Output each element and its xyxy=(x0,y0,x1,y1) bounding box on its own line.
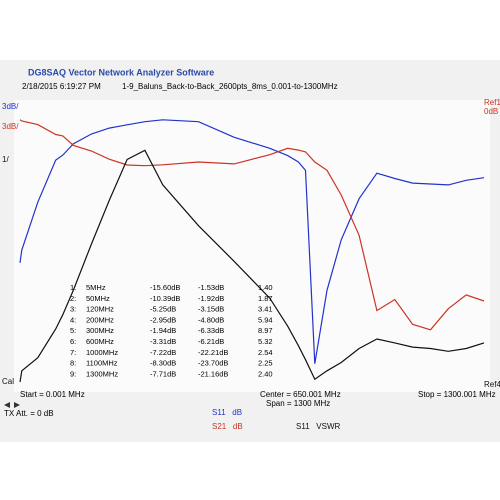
marker-cell: 2.40 xyxy=(258,369,273,378)
marker-cell: 1100MHz xyxy=(86,359,118,368)
start-label: Start = 0.001 MHz xyxy=(20,390,85,399)
marker-cell: 9: xyxy=(70,369,76,378)
marker-cell: 8: xyxy=(70,359,76,368)
marker-cell: -8.30dB xyxy=(150,359,176,368)
scale-label: 3dB/ xyxy=(2,122,19,131)
ref-label: Ref4 xyxy=(484,380,500,389)
marker-cell: -5.25dB xyxy=(150,305,176,314)
marker-cell: 600MHz xyxy=(86,337,114,346)
marker-cell: 2.54 xyxy=(258,348,273,357)
stop-label: Stop = 1300.001 MHz xyxy=(418,390,496,399)
marker-cell: 7: xyxy=(70,348,76,357)
legend-entry: S11 VSWR xyxy=(296,422,341,431)
marker-cell: 300MHz xyxy=(86,326,114,335)
marker-cell: 3: xyxy=(70,305,76,314)
trace xyxy=(19,149,485,383)
marker-cell: -22.21dB xyxy=(198,348,228,357)
marker-cell: -3.15dB xyxy=(198,305,224,314)
marker-cell: -1.53dB xyxy=(198,283,224,292)
legend-entry: S11 dB xyxy=(212,408,242,417)
file-name: 1-9_Baluns_Back-to-Back_2600pts_8ms_0.00… xyxy=(122,82,338,91)
marker-cell: -3.31dB xyxy=(150,337,176,346)
marker-cell: 1.87 xyxy=(258,294,273,303)
legend-entry: S21 dB xyxy=(212,422,243,431)
marker-cell: 200MHz xyxy=(86,315,114,324)
marker-cell: 1: xyxy=(70,283,76,292)
marker-cell: -4.80dB xyxy=(198,315,224,324)
marker-cell: 1.40 xyxy=(258,283,273,292)
marker-cell: 5: xyxy=(70,326,76,335)
trace xyxy=(19,119,485,331)
marker-cell: -6.21dB xyxy=(198,337,224,346)
marker-cell: -1.94dB xyxy=(150,326,176,335)
marker-cell: 8.97 xyxy=(258,326,273,335)
marker-cell: -23.70dB xyxy=(198,359,228,368)
scale-label: 3dB/ xyxy=(2,102,19,111)
marker-cell: -15.60dB xyxy=(150,283,180,292)
marker-cell: 6: xyxy=(70,337,76,346)
scale-label: 1/ xyxy=(2,155,9,164)
tx-att: TX Att. = 0 dB xyxy=(4,409,54,418)
ref-label: 0dB xyxy=(484,107,498,116)
marker-cell: -7.71dB xyxy=(150,369,176,378)
marker-cell: 3.41 xyxy=(258,305,273,314)
marker-cell: 5MHz xyxy=(86,283,106,292)
marker-cell: 5.32 xyxy=(258,337,273,346)
scale-label: Cal xyxy=(2,377,14,386)
marker-cell: 2.25 xyxy=(258,359,273,368)
marker-cell: 50MHz xyxy=(86,294,110,303)
marker-cell: -21.16dB xyxy=(198,369,228,378)
marker-cell: 5.94 xyxy=(258,315,273,324)
marker-cell: -7.22dB xyxy=(150,348,176,357)
marker-cell: 4: xyxy=(70,315,76,324)
arrows[interactable] xyxy=(4,402,20,408)
marker-cell: -2.95dB xyxy=(150,315,176,324)
marker-cell: 1300MHz xyxy=(86,369,118,378)
marker-cell: 120MHz xyxy=(86,305,114,314)
marker-cell: -1.92dB xyxy=(198,294,224,303)
span-label: Span = 1300 MHz xyxy=(266,399,330,408)
marker-cell: 1000MHz xyxy=(86,348,118,357)
plot-area xyxy=(14,100,490,392)
marker-cell: 2: xyxy=(70,294,76,303)
ref-label: Ref1 xyxy=(484,98,500,107)
timestamp: 2/18/2015 6:19:27 PM xyxy=(22,82,101,91)
marker-cell: -10.39dB xyxy=(150,294,180,303)
app-title: DG8SAQ Vector Network Analyzer Software xyxy=(28,67,214,77)
marker-cell: -6.33dB xyxy=(198,326,224,335)
center-label: Center = 650.001 MHz xyxy=(260,390,341,399)
